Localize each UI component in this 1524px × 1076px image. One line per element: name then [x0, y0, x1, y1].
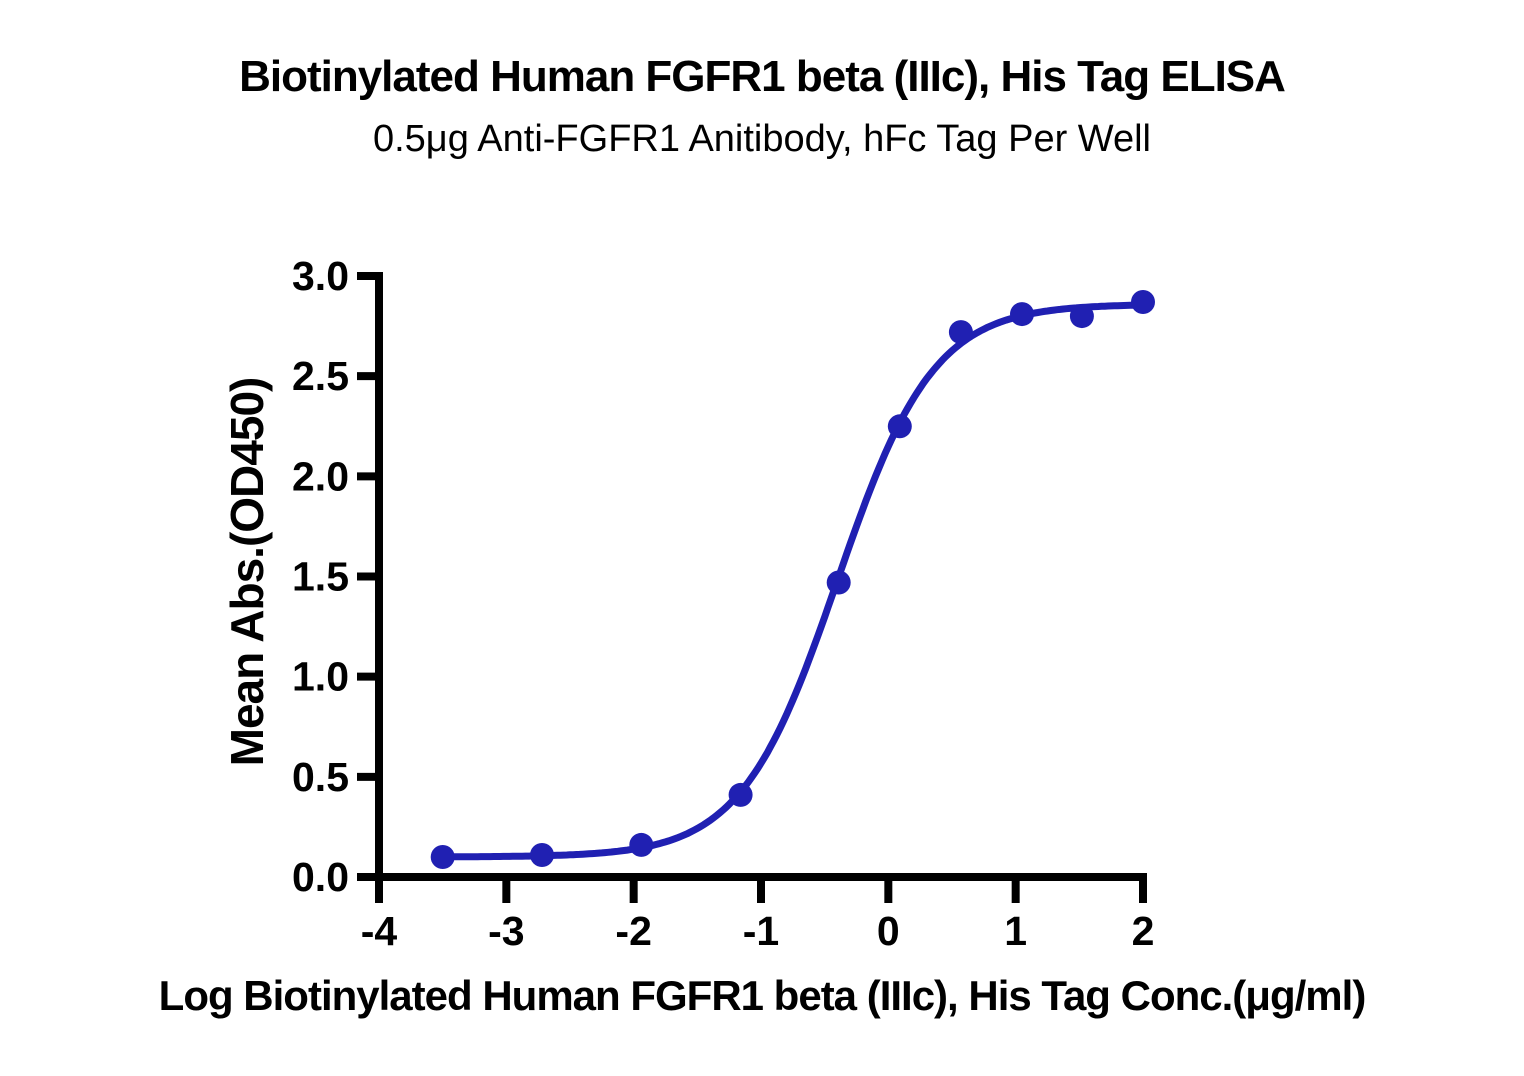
x-tick-label: 0 — [877, 908, 900, 954]
fit-curve — [439, 301, 1147, 861]
y-tick-label: 1.0 — [292, 654, 349, 700]
data-point — [826, 570, 851, 595]
x-tick-label: 2 — [1132, 908, 1155, 954]
y-tick-label: 3.0 — [292, 253, 349, 299]
data-point — [1069, 304, 1094, 329]
y-tick-label: 1.5 — [292, 554, 349, 600]
x-axis-title: Log Biotinylated Human FGFR1 beta (IIIc)… — [158, 972, 1367, 1019]
x-tick-label: -1 — [743, 908, 779, 954]
x-tick-label: -2 — [615, 908, 651, 954]
y-tick-label: 2.5 — [292, 353, 349, 399]
chart-subtitle: 0.5μg Anti-FGFR1 Anitibody, hFc Tag Per … — [372, 118, 1152, 160]
data-point — [948, 320, 973, 345]
y-tick-label: 0.0 — [292, 854, 349, 900]
data-point — [1010, 302, 1034, 327]
y-tick-label: 0.5 — [292, 754, 349, 800]
x-tick-label: -3 — [488, 908, 524, 954]
data-point — [1131, 290, 1155, 314]
data-point — [430, 845, 455, 869]
x-tick-label: 1 — [1004, 908, 1027, 954]
data-point — [728, 782, 753, 807]
data-point — [887, 414, 912, 439]
chart-title: Biotinylated Human FGFR1 beta (IIIc), Hi… — [239, 52, 1286, 101]
data-point — [530, 843, 554, 867]
x-tick-label: -4 — [361, 908, 398, 954]
y-tick-label: 2.0 — [292, 453, 349, 499]
data-point — [629, 832, 654, 857]
